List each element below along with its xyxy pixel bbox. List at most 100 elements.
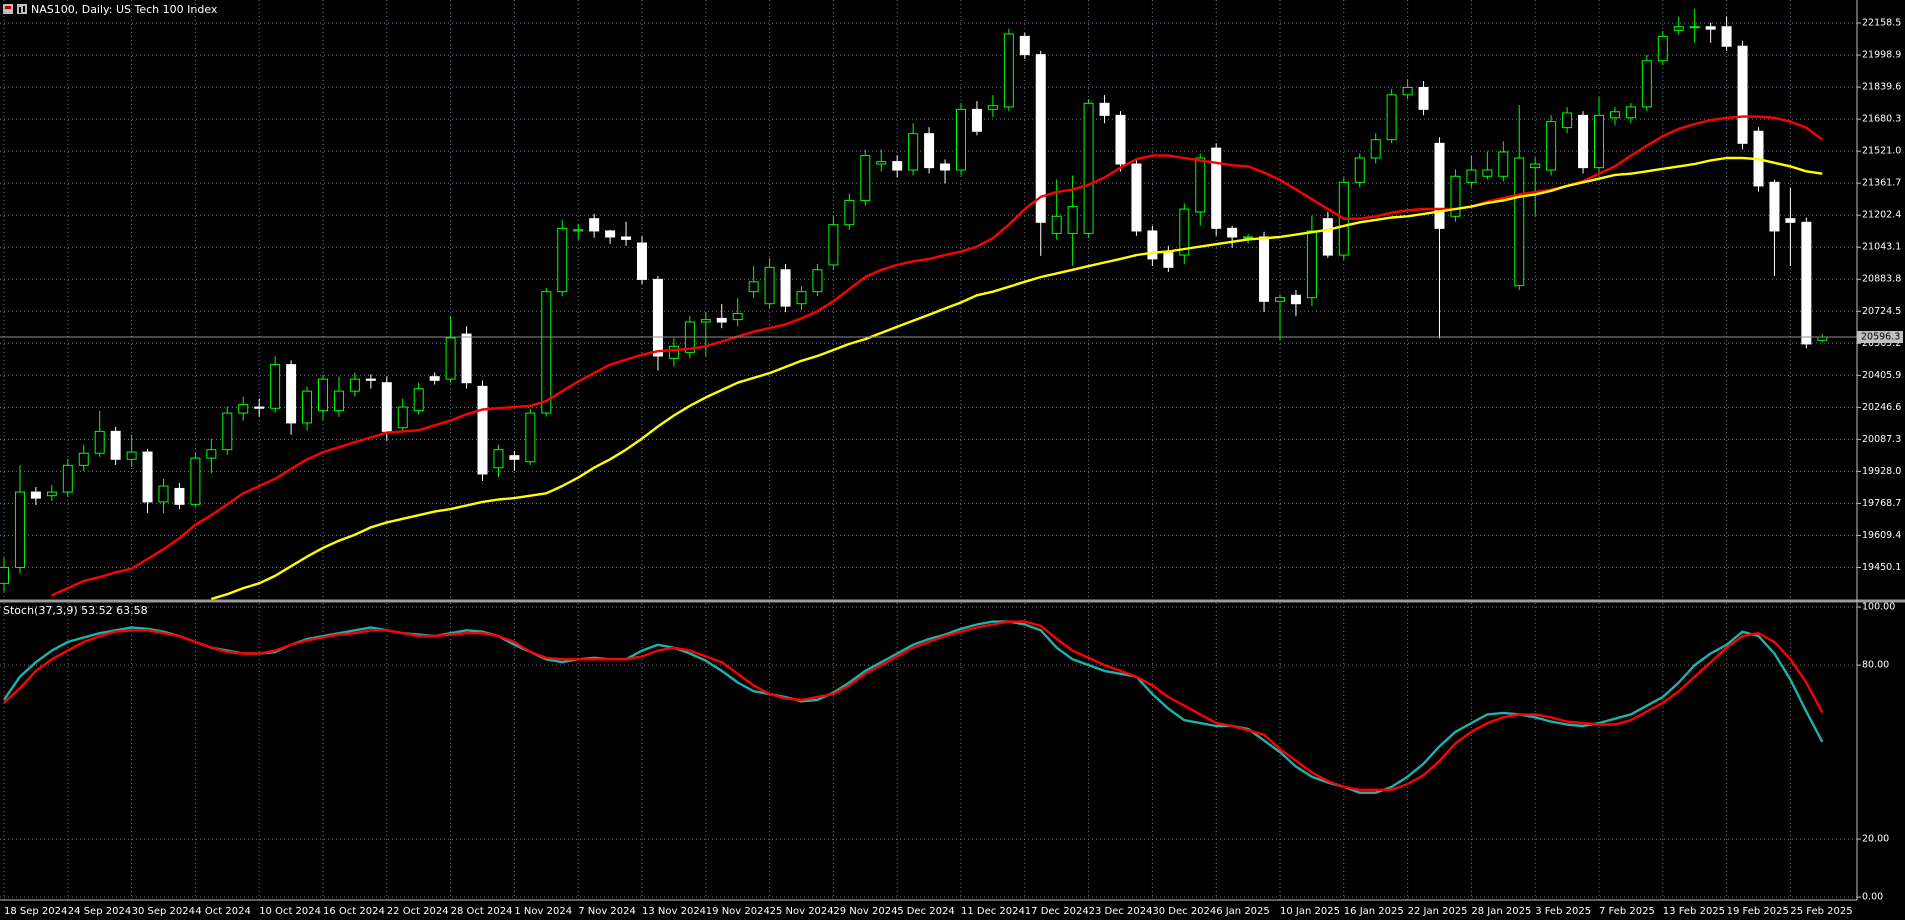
icon (5, 6, 11, 9)
candle-body (1673, 26, 1684, 31)
x-tick-label: 17 Dec 2024 (1025, 906, 1089, 917)
candle-body (1498, 151, 1509, 177)
candle-body (860, 155, 871, 201)
x-tick-label: 16 Oct 2024 (323, 906, 385, 917)
y-tick-label: 100.00 (1862, 602, 1895, 613)
toolbar-icons (3, 4, 27, 14)
candle-body (1402, 86, 1413, 96)
candle-body (1306, 230, 1317, 299)
candle-body (1466, 169, 1477, 183)
x-tick-label: 13 Nov 2024 (642, 906, 706, 917)
candle-body (206, 449, 217, 459)
y-tick-label: 20724.5 (1862, 306, 1901, 317)
price-label-box (1857, 331, 1903, 344)
candle-body (908, 133, 919, 171)
candle-body (94, 430, 105, 454)
x-tick-label: 10 Oct 2024 (259, 906, 321, 917)
candle-body (1003, 33, 1014, 108)
candle-body (158, 485, 169, 503)
x-tick-label: 23 Dec 2024 (1089, 906, 1153, 917)
candle-body (14, 491, 25, 568)
candle-body (1211, 147, 1222, 229)
candle-body (190, 457, 201, 505)
candle-body (1434, 142, 1445, 229)
candle-body (1450, 175, 1461, 217)
candle-body (1562, 112, 1573, 129)
candle-body (605, 230, 616, 238)
candle-body (110, 430, 121, 460)
y-tick-label: 22158.5 (1862, 18, 1901, 29)
x-tick-label: 6 Jan 2025 (1216, 906, 1270, 917)
candle-body (397, 406, 408, 429)
y-tick-label: 21202.4 (1862, 210, 1901, 221)
x-tick-label: 11 Dec 2024 (961, 906, 1025, 917)
candle-body (493, 449, 504, 469)
x-tick-label: 28 Oct 2024 (451, 906, 513, 917)
candle-body (1179, 208, 1190, 256)
candle-body (1594, 114, 1604, 169)
x-tick-label: 18 Sep 2024 (4, 906, 67, 917)
y-tick-label: 21839.6 (1862, 82, 1901, 93)
y-tick-label: 80.00 (1862, 660, 1889, 671)
candle-body (1083, 102, 1094, 234)
candle-body (876, 161, 887, 165)
candle-body (222, 412, 233, 451)
y-tick-label: 21680.3 (1862, 114, 1901, 125)
candle-body (1019, 35, 1030, 56)
candle-body (1785, 218, 1796, 223)
candle-body (333, 390, 344, 412)
candle-body (429, 376, 440, 381)
y-tick-label: 20246.6 (1862, 402, 1901, 413)
y-tick-label: 19450.1 (1862, 562, 1901, 573)
x-tick-label: 25 Nov 2024 (770, 906, 834, 917)
candle-body (1705, 26, 1716, 30)
candle-body (1514, 157, 1525, 287)
x-tick-label: 10 Jan 2025 (1280, 906, 1340, 917)
candle-body (924, 133, 935, 169)
candle-body (413, 388, 424, 412)
x-tick-label: 16 Jan 2025 (1344, 906, 1404, 917)
candle-body (302, 390, 313, 424)
y-tick-label: 0.00 (1862, 892, 1883, 903)
candle-body (1354, 157, 1365, 183)
candle-body (286, 364, 297, 424)
x-tick-label: 22 Jan 2025 (1408, 906, 1468, 917)
x-tick-label: 7 Nov 2024 (578, 906, 636, 917)
x-tick-label: 4 Oct 2024 (195, 906, 250, 917)
candle-body (1259, 236, 1270, 302)
y-tick-label: 20883.8 (1862, 274, 1901, 285)
candle-body (1322, 218, 1333, 256)
candle-body (1370, 139, 1381, 159)
candle-body (270, 364, 281, 409)
candle-body (1051, 215, 1062, 234)
price-label: 20596.3 (1861, 332, 1900, 343)
candle-body (1418, 86, 1429, 110)
candle-body (844, 199, 855, 226)
candle-body (0, 566, 9, 584)
icon (19, 7, 21, 13)
candle-body (461, 333, 472, 384)
moving-average (51, 115, 1824, 597)
candle-body (254, 406, 265, 409)
y-tick-label: 20565.2 (1862, 338, 1901, 349)
chart-title: NAS100, Daily: US Tech 100 Index (31, 3, 218, 16)
x-tick-label: 28 Jan 2025 (1471, 906, 1531, 917)
candle-body (142, 451, 153, 503)
y-tick-label: 20405.9 (1862, 370, 1901, 381)
y-tick-label: 21361.7 (1862, 178, 1901, 189)
candle-body (1035, 54, 1046, 223)
candle-body (349, 378, 360, 392)
moving-average (210, 156, 1823, 601)
candle-body (1641, 60, 1652, 108)
candle-body (1386, 94, 1397, 141)
candle-body (525, 412, 536, 463)
candle-body (318, 378, 328, 412)
x-tick-label: 7 Feb 2025 (1599, 906, 1655, 917)
candle-body (892, 161, 903, 171)
y-tick-label: 20.00 (1862, 834, 1889, 845)
candle-body (796, 291, 807, 305)
candle-body (78, 452, 89, 466)
candle-body (1609, 111, 1620, 119)
candle-body (46, 491, 57, 497)
